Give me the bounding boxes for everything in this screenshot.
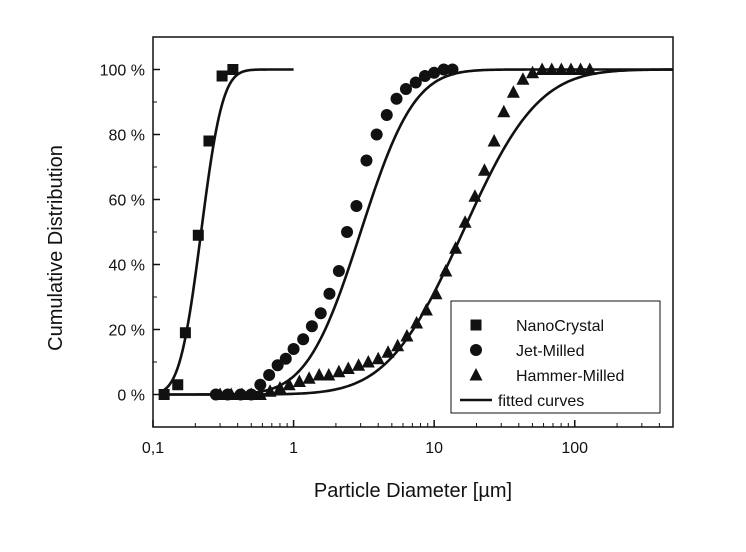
hammer-milled-point (449, 241, 463, 254)
jet-milled-point (341, 226, 354, 238)
jet-milled-point (370, 128, 383, 141)
jet-milled-point (271, 359, 284, 372)
hammer-milled-point (419, 303, 433, 316)
hammer-milled-point (341, 361, 355, 374)
nanocrystal-point (172, 379, 184, 391)
jet-milled-point (360, 154, 373, 167)
legend-label: Hammer-Milled (516, 368, 624, 385)
hammer-milled-point (477, 163, 491, 176)
hammer-milled-point (516, 72, 530, 85)
nanocrystal-point (192, 229, 204, 241)
hammer-milled-point (292, 374, 306, 387)
y-tick-label: 100 % (100, 63, 145, 80)
hammer-milled-point (244, 387, 258, 400)
hammer-milled-point (302, 371, 316, 384)
data-markers (158, 62, 597, 401)
jet-milled-point (380, 109, 393, 121)
y-tick-label: 60 % (109, 193, 145, 210)
legend-label: Jet-Milled (516, 343, 584, 360)
jet-milled-point (428, 66, 441, 79)
y-tick-label: 80 % (109, 128, 145, 145)
hammer-milled-point (535, 62, 549, 75)
hammer-milled-point (526, 65, 540, 79)
hammer-milled-point (273, 381, 287, 394)
hammer-milled-point (574, 62, 588, 75)
legend-box (450, 300, 661, 414)
hammer-milled-point (429, 286, 443, 300)
nanocrystal-point (158, 389, 170, 400)
hammer-milled-point (545, 62, 559, 75)
hammer-milled-point (235, 387, 249, 400)
legend-symbol-nanocrystal (470, 319, 482, 331)
x-axis: 0,1 1 10 100 (142, 420, 660, 457)
hammer-milled-point (506, 85, 520, 98)
hammer-milled-point (468, 189, 482, 202)
hammer-milled-point (497, 104, 511, 118)
hammer-milled-point (439, 264, 453, 277)
jet-milled-point (409, 76, 422, 89)
hammer-milled-point (564, 62, 578, 75)
jet-milled-point (263, 369, 276, 381)
jet-milled-point (437, 63, 450, 76)
hammer-milled-point (361, 355, 375, 368)
hammer-milled-point (487, 134, 501, 147)
nanocrystal-point (179, 327, 191, 339)
hammer-milled-point (263, 384, 277, 397)
hammer-milled-point (371, 351, 385, 365)
jet-milled-point (332, 265, 345, 277)
y-axis: 0 % 20 % 40 % 60 % 80 % 100 % (100, 63, 160, 405)
hammer-milled-point (224, 387, 238, 400)
hammer-milled-point (410, 316, 424, 329)
hammer-milled-point (381, 345, 395, 358)
nanocrystal-point (216, 70, 228, 82)
jet-milled-point (305, 320, 318, 333)
legend-symbol-jet-milled (470, 344, 482, 356)
hammer-milled-point (282, 377, 296, 391)
jet-milled-point (390, 92, 403, 105)
jet-milled-point (279, 352, 292, 365)
jet-milled-point (297, 333, 310, 346)
jet-milled-point (323, 287, 336, 300)
nanocrystal-point (203, 135, 215, 147)
legend-label: NanoCrystal (516, 318, 604, 335)
legend-symbol-hammer-milled (469, 368, 483, 381)
x-axis-label: Particle Diameter [µm] (314, 480, 512, 502)
y-axis-label: Cumulative Distribution (45, 145, 67, 351)
y-tick-label: 40 % (109, 258, 145, 275)
nanocrystal-point (227, 64, 239, 75)
hammer-milled-point (554, 62, 568, 75)
hammer-milled-point (458, 215, 472, 228)
y-tick-label: 20 % (109, 323, 145, 340)
jet-milled-point (399, 83, 412, 95)
jet-milled-point (350, 200, 363, 212)
jet-milled-point (254, 378, 267, 391)
hammer-milled-point (253, 387, 267, 400)
hammer-milled-point (312, 368, 326, 381)
jet-milled-point (287, 343, 300, 355)
hammer-milled-point (400, 329, 414, 342)
legend-label: fitted curves (498, 393, 584, 410)
hammer-milled-point (213, 387, 227, 400)
y-tick-label: 0 % (117, 388, 145, 405)
hammer-milled-point (322, 368, 336, 381)
hammer-milled-point (332, 364, 346, 378)
hammer-milled-point (352, 358, 366, 371)
hammer-milled-point (583, 62, 597, 75)
hammer-milled-point (391, 338, 405, 352)
x-tick-label: 0,1 (142, 440, 164, 457)
x-tick-label: 1 (289, 440, 298, 457)
jet-milled-point (446, 63, 459, 76)
fitted-curve-nanocrystal (163, 68, 294, 391)
legend: NanoCrystal Jet-Milled Hammer-Milled fitted… (450, 300, 661, 414)
jet-milled-point (418, 70, 431, 82)
x-tick-label: 10 (425, 440, 443, 457)
x-tick-label: 100 (561, 440, 588, 457)
jet-milled-point (314, 307, 327, 320)
